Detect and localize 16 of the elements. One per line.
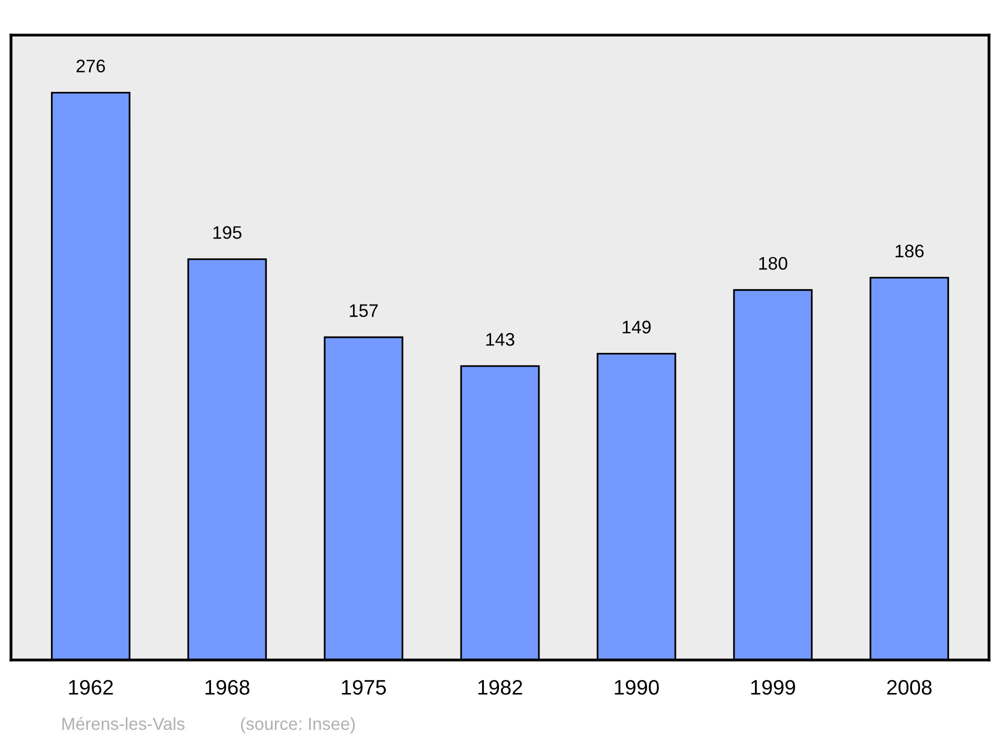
data-label: 180 [759,256,788,270]
x-tick-label: 1990 [614,680,659,695]
data-label: 149 [622,320,651,334]
text: (source: Insee) [241,717,355,734]
data-label: 195 [213,226,242,239]
x-tick-label: 1999 [751,680,796,695]
data-label: 157 [350,304,378,318]
data-label: 276 [76,60,105,72]
data-label: 186 [896,244,924,258]
text: Mérens-les-Vals [62,717,185,730]
data-label: 143 [486,333,514,346]
x-tick-label: 1975 [342,680,386,695]
x-tick-label: 1968 [206,680,250,695]
x-tick-label: 2008 [887,680,932,695]
x-tick-label: 1962 [69,680,113,695]
x-tick-label: 1982 [478,680,522,695]
